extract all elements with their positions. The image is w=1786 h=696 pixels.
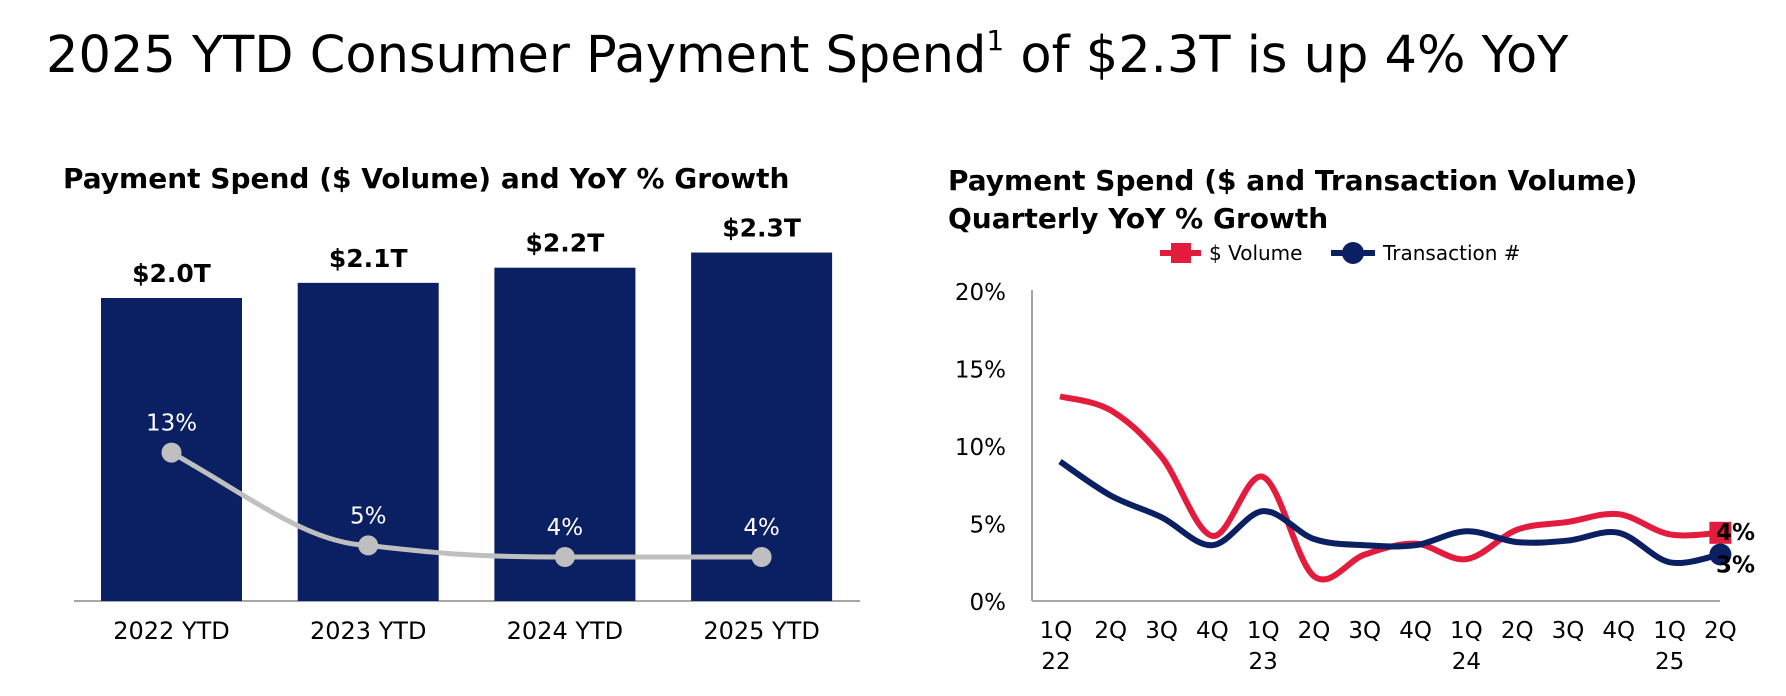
y-tick-label: 15%	[955, 358, 1006, 384]
line-chart-title-line-1: Payment Spend ($ and Transaction Volume)	[948, 164, 1638, 197]
legend-transaction-label: Transaction #	[1382, 241, 1521, 265]
x-tick-label: 4Q	[1399, 618, 1432, 644]
x-tick-label: 22	[1041, 649, 1070, 675]
x-tick-label: 1Q	[1247, 618, 1280, 644]
transaction-end-marker	[1709, 543, 1732, 566]
bar-chart-title: Payment Spend ($ Volume) and YoY % Growt…	[63, 162, 790, 195]
x-tick-label: 4Q	[1196, 618, 1229, 644]
growth-label: 4%	[743, 515, 780, 541]
x-tick-label: 3Q	[1552, 618, 1585, 644]
x-tick-label: 2Q	[1501, 618, 1534, 644]
bar-2025-ytd	[691, 252, 833, 602]
volume-end-marker	[1709, 521, 1732, 544]
y-tick-label: 0%	[970, 590, 1007, 616]
bar-category-label: 2025 YTD	[703, 617, 820, 645]
line-chart-title-line-2: Quarterly YoY % Growth	[948, 202, 1329, 235]
legend-volume-label: $ Volume	[1209, 241, 1302, 265]
growth-label: 5%	[350, 503, 387, 529]
x-tick-label: 2Q	[1094, 618, 1127, 644]
x-tick-label: 3Q	[1145, 618, 1178, 644]
growth-marker	[161, 442, 182, 463]
x-tick-label: 1Q	[1653, 618, 1686, 644]
transaction-end-label: 3%	[1716, 553, 1755, 579]
bar-value-label: $2.1T	[329, 244, 408, 273]
x-tick-label: 2Q	[1298, 618, 1331, 644]
bar-category-label: 2022 YTD	[113, 617, 230, 645]
bar-value-label: $2.3T	[722, 214, 801, 243]
x-tick-label: 23	[1249, 649, 1278, 675]
page-title-rest: of $2.3T is up 4% YoY	[1004, 26, 1569, 85]
bar-2024-ytd	[494, 267, 636, 601]
x-tick-label: 2Q	[1704, 618, 1737, 644]
legend-volume-marker	[1171, 243, 1191, 263]
growth-label: 13%	[146, 411, 197, 437]
page-title: 2025 YTD Consumer Payment Spend1 of $2.3…	[46, 26, 1568, 85]
x-tick-label: 24	[1452, 649, 1481, 675]
x-tick-label: 4Q	[1602, 618, 1635, 644]
growth-marker	[554, 547, 575, 567]
bar-value-label: $2.0T	[132, 259, 211, 288]
growth-line	[169, 450, 765, 560]
bar-category-label: 2024 YTD	[507, 617, 624, 645]
y-tick-label: 20%	[955, 280, 1006, 306]
bar-value-label: $2.2T	[526, 229, 605, 258]
bar-category-label: 2023 YTD	[310, 617, 427, 645]
x-tick-label: 1Q	[1040, 618, 1073, 644]
legend-transaction-marker	[1342, 242, 1364, 264]
growth-marker	[358, 535, 379, 556]
y-tick-label: 10%	[955, 435, 1006, 461]
page-title-text: 2025 YTD Consumer Payment Spend	[46, 26, 987, 85]
growth-label: 4%	[547, 515, 584, 541]
volume-series-line	[1059, 393, 1721, 583]
growth-marker	[751, 547, 772, 567]
x-tick-label: 3Q	[1348, 618, 1381, 644]
transaction-series-line	[1058, 459, 1722, 567]
footnote-marker: 1	[986, 24, 1005, 57]
x-tick-label: 1Q	[1450, 618, 1483, 644]
volume-end-label: 4%	[1716, 520, 1755, 546]
x-tick-label: 25	[1655, 649, 1684, 675]
line-chart-title: Payment Spend ($ and Transaction Volume)…	[948, 162, 1637, 238]
y-tick-label: 5%	[970, 513, 1007, 539]
